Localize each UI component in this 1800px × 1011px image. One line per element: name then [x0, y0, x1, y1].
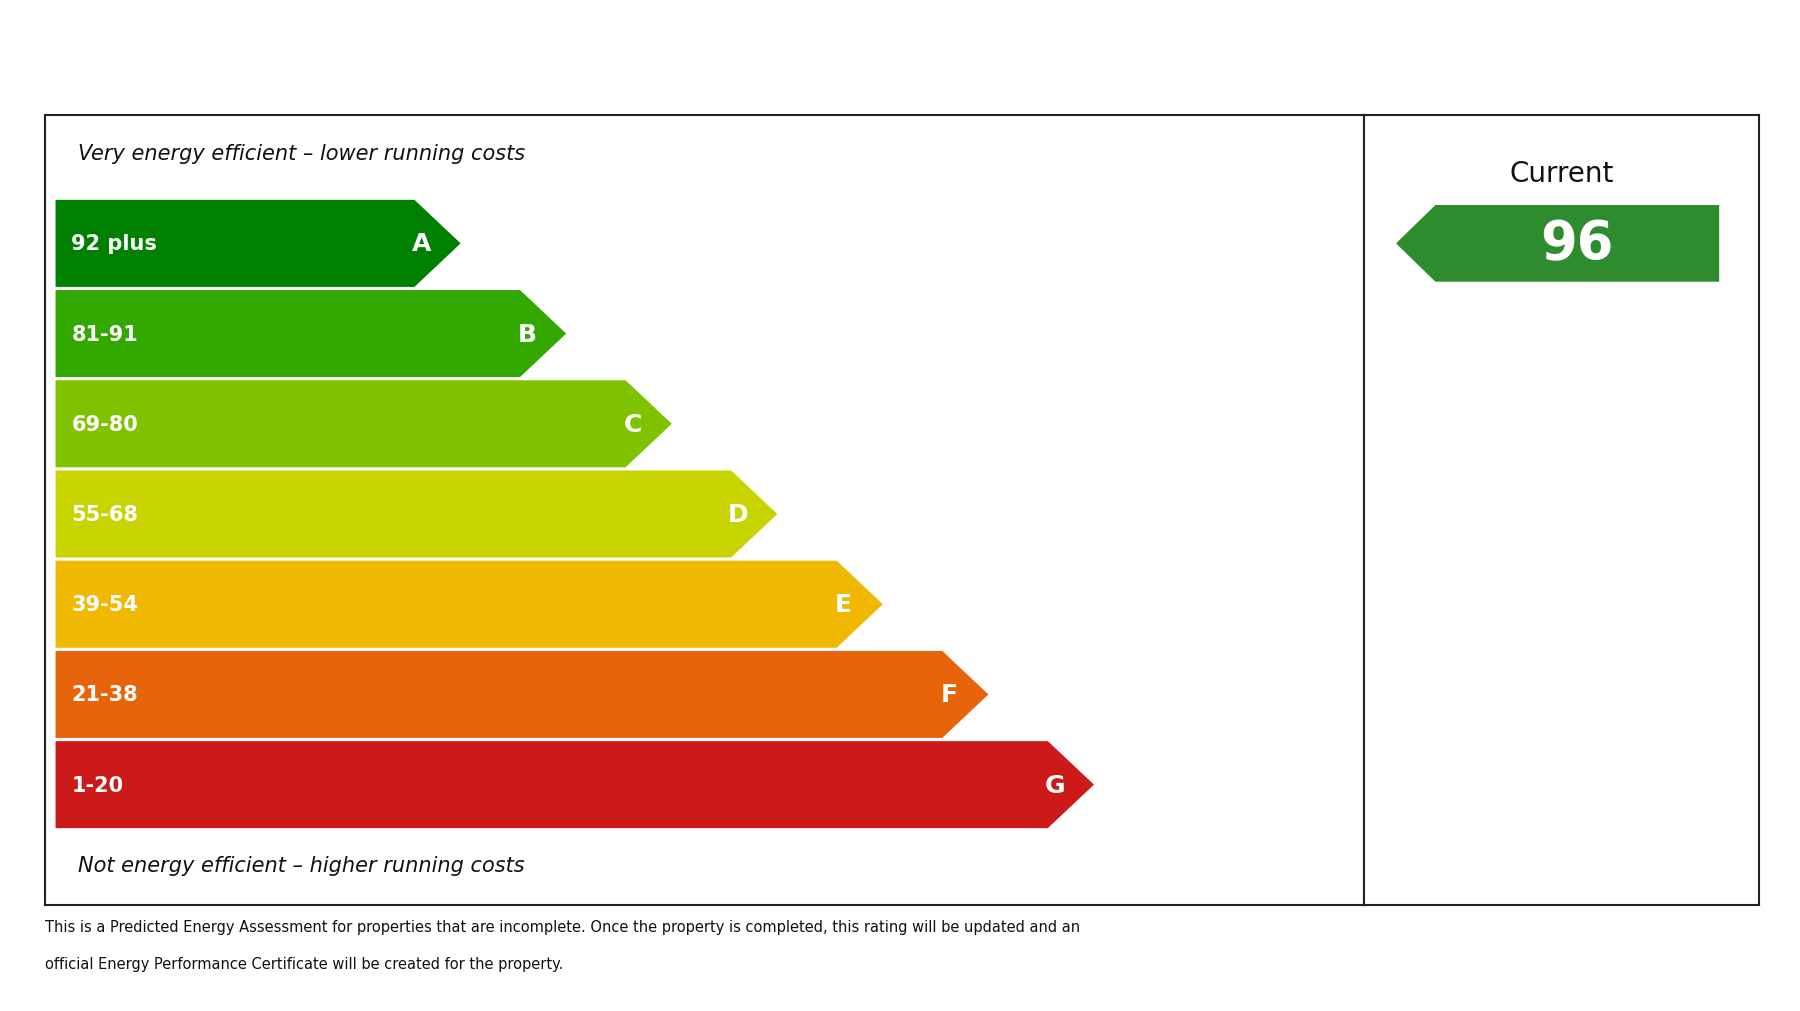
Polygon shape — [1397, 206, 1719, 282]
Text: Current: Current — [1510, 160, 1615, 188]
Text: This is a Predicted Energy Assessment for properties that are incomplete. Once t: This is a Predicted Energy Assessment fo… — [45, 919, 1080, 934]
Text: C: C — [623, 412, 641, 437]
Polygon shape — [56, 471, 778, 558]
Text: E: E — [835, 592, 851, 617]
Text: 21-38: 21-38 — [72, 684, 139, 705]
Text: 92 plus: 92 plus — [72, 235, 157, 254]
Text: B: B — [517, 323, 536, 346]
Text: F: F — [941, 682, 958, 707]
Text: 39-54: 39-54 — [72, 594, 139, 615]
Text: 81-91: 81-91 — [72, 325, 139, 344]
Text: Very energy efficient – lower running costs: Very energy efficient – lower running co… — [77, 144, 526, 164]
Polygon shape — [56, 200, 461, 287]
Text: 1-20: 1-20 — [72, 774, 124, 795]
Polygon shape — [56, 651, 988, 738]
Polygon shape — [56, 561, 882, 648]
Text: 55-68: 55-68 — [72, 504, 139, 525]
Text: Predicted Energy Assessment: Predicted Energy Assessment — [76, 40, 961, 93]
Polygon shape — [56, 381, 671, 468]
Polygon shape — [56, 291, 567, 378]
Text: official Energy Performance Certificate will be created for the property.: official Energy Performance Certificate … — [45, 955, 563, 971]
Text: D: D — [727, 502, 749, 527]
Text: Not energy efficient – higher running costs: Not energy efficient – higher running co… — [77, 855, 524, 875]
Text: 96: 96 — [1541, 218, 1615, 270]
Text: 69-80: 69-80 — [72, 415, 139, 435]
Text: A: A — [412, 233, 430, 256]
Polygon shape — [56, 741, 1094, 828]
Text: G: G — [1044, 772, 1066, 797]
